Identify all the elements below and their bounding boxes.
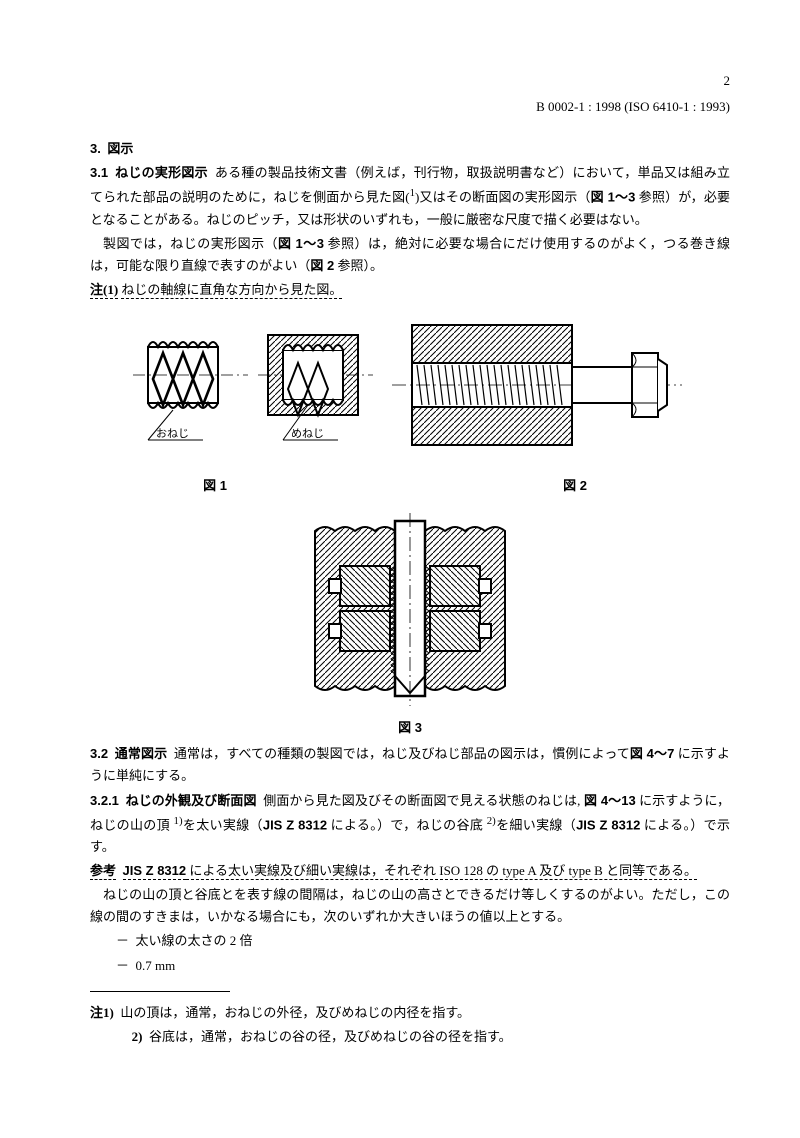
note-1: 注(1) ねじの軸線に直角な方向から見た図。 — [90, 279, 730, 301]
caption-row-1: 図 1 図 2 — [90, 469, 730, 497]
footnote-1: 注1) 山の頂は，通常，おねじの外径，及びめねじの内径を指す。 — [90, 1002, 730, 1024]
bullet-1: － 太い線の太さの 2 倍 — [116, 930, 730, 952]
footnote-rule — [90, 991, 230, 992]
sanko-note: 参考 JIS Z 8312 による太い実線及び細い実線は，それぞれ ISO 12… — [90, 860, 730, 882]
standard-ref: B 0002-1 : 1998 (ISO 6410-1 : 1993) — [90, 96, 730, 118]
section-3-1-p2: 製図では，ねじの実形図示（図 1～3 参照）は，絶対に必要な場合にだけ使用するの… — [90, 233, 730, 277]
figures-row-2: 図 3 — [90, 511, 730, 739]
section-3-heading: 3. 図示 — [90, 138, 730, 160]
figures-row-1: おねじ めねじ — [90, 315, 730, 465]
bullet-list: － 太い線の太さの 2 倍 － 0.7 mm — [116, 930, 730, 976]
bullet-2: － 0.7 mm — [116, 955, 730, 977]
fig3-caption: 図 3 — [295, 717, 525, 739]
figure-1: おねじ めねじ — [128, 315, 378, 465]
gap-paragraph: ねじの山の頂と谷底とを表す線の間隔は，ねじの山の高さとできるだけ等しくするのがよ… — [90, 884, 730, 928]
fig1-label-right: めねじ — [291, 427, 324, 440]
section-3-2: 3.2 通常図示 通常は，すべての種類の製図では，ねじ及びねじ部品の図示は，慣例… — [90, 743, 730, 787]
figure-2 — [382, 315, 692, 465]
section-3-2-1: 3.2.1 ねじの外観及び断面図 側面から見た図及びその断面図で見える状態のねじ… — [90, 790, 730, 859]
footnote-2: 2) 谷底は，通常，おねじの谷の径，及びめねじの谷の径を指す。 — [132, 1026, 730, 1048]
figure-3: 図 3 — [295, 511, 525, 739]
fig1-caption: 図 1 — [90, 475, 340, 497]
fig2-caption: 図 2 — [420, 475, 730, 497]
section-3-1: 3.1 ねじの実形図示 ある種の製品技術文書（例えば，刊行物，取扱説明書など）に… — [90, 162, 730, 231]
fig1-label-left: おねじ — [156, 427, 189, 440]
page-number: 2 — [90, 70, 730, 92]
